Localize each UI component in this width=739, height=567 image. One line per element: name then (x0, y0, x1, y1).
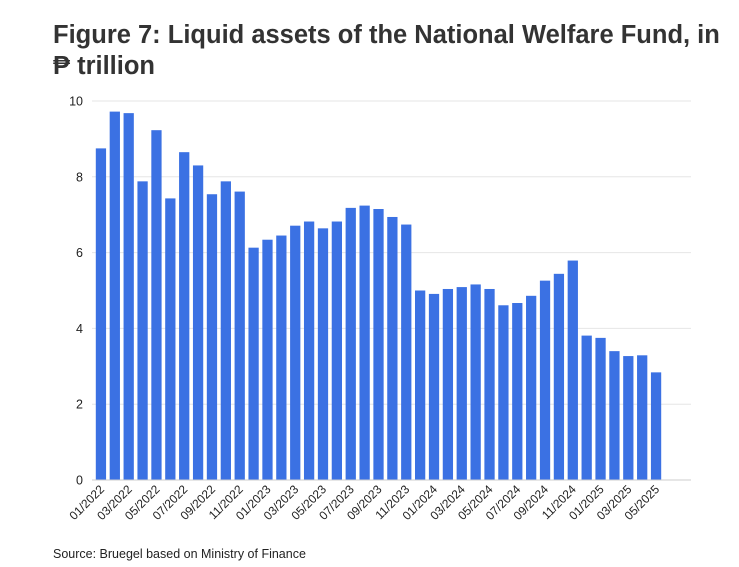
bar-12-2022: 12/2022: 6.13 (248, 247, 259, 480)
bar-09-2022: 09/2022: 7.54 (206, 194, 218, 481)
y-tick-label: 2 (76, 398, 83, 412)
bar-03-2022: 03/2022: 9.68 (123, 113, 134, 480)
bar-02-2024: 02/2024: 5.04 (442, 288, 454, 480)
bar-02-2022: 02/2022: 9.72 (109, 111, 120, 481)
bar-01-2024: 01/2024: 4.91 (428, 293, 440, 480)
bar-01-2023: 01/2023: 6.34 (262, 239, 273, 480)
bar-11-2024: 11/2024: 5.79 (567, 260, 578, 480)
bar-01-2022: 01/2022: 8.75 (95, 148, 107, 481)
bar-01-2025: 01/2025: 3.75 (595, 337, 606, 481)
bar-03-2025: 03/2025: 3.27 (623, 356, 634, 480)
bar-04-2024: 04/2024: 5.16 (470, 284, 481, 480)
bar-07-2022: 07/2022: 8.65 (179, 152, 190, 481)
bar-08-2022: 08/2022: 8.3 (192, 165, 204, 480)
bar-08-2024: 08/2024: 4.86 (526, 295, 537, 480)
bar-02-2023: 02/2023: 6.45 (276, 235, 287, 480)
bar-04-2022: 04/2022: 7.88 (137, 181, 148, 480)
bar-11-2023: 11/2023: 6.74 (401, 224, 412, 480)
bar-07-2024: 07/2024: 4.67 (512, 303, 523, 480)
bar-02-2025: 02/2025: 3.4 (609, 351, 620, 480)
bar-12-2023: 12/2023: 5 (415, 290, 426, 480)
bar-05-2025: 05/2025: 2.84 (650, 372, 662, 480)
bar-06-2024: 06/2024: 4.61 (498, 305, 509, 480)
bar-04-2023: 04/2023: 6.82 (303, 221, 315, 480)
bar-09-2024: 09/2024: 5.26 (539, 280, 551, 480)
bar-06-2023: 06/2023: 6.82 (331, 221, 342, 480)
bar-03-2024: 03/2024: 5.09 (456, 287, 467, 480)
y-tick-label: 10 (69, 95, 83, 109)
y-tick-label: 6 (76, 246, 83, 260)
x-axis-tick-labels: 01/202203/202205/202207/202209/202211/20… (66, 482, 662, 523)
bar-07-2023: 07/2023: 7.18 (345, 207, 356, 480)
bar-05-2022: 05/2022: 9.23 (151, 130, 162, 480)
bar-12-2024: 12/2024: 3.81 (581, 335, 592, 480)
y-tick-label: 0 (76, 474, 83, 488)
y-axis-tick-labels: 0 2 4 6 8 10 (69, 95, 83, 488)
bar-05-2024: 05/2024: 5.04 (484, 288, 495, 480)
bar-10-2024: 10/2024: 5.44 (553, 273, 565, 480)
y-tick-label: 4 (76, 322, 83, 336)
bar-11-2022: 11/2022: 7.61 (234, 191, 245, 480)
bar-05-2023: 05/2023: 6.64 (317, 228, 329, 480)
y-tick-label: 8 (76, 170, 83, 184)
bar-03-2023: 03/2023: 6.71 (290, 225, 301, 480)
bar-06-2022: 06/2022: 7.43 (165, 198, 176, 480)
chart-title: Figure 7: Liquid assets of the National … (53, 21, 720, 80)
bar-09-2023: 09/2023: 7.15 (373, 209, 384, 480)
bar-10-2023: 10/2023: 6.94 (387, 216, 398, 480)
source-note: Source: Bruegel based on Ministry of Fin… (53, 547, 306, 561)
bar-10-2022: 10/2022: 7.88 (220, 181, 231, 480)
bar-08-2023: 08/2023: 7.24 (359, 205, 370, 480)
bar-04-2025: 04/2025: 3.29 (637, 355, 648, 480)
bars: 01/2022: 8.7502/2022: 9.7203/2022: 9.680… (95, 111, 662, 481)
